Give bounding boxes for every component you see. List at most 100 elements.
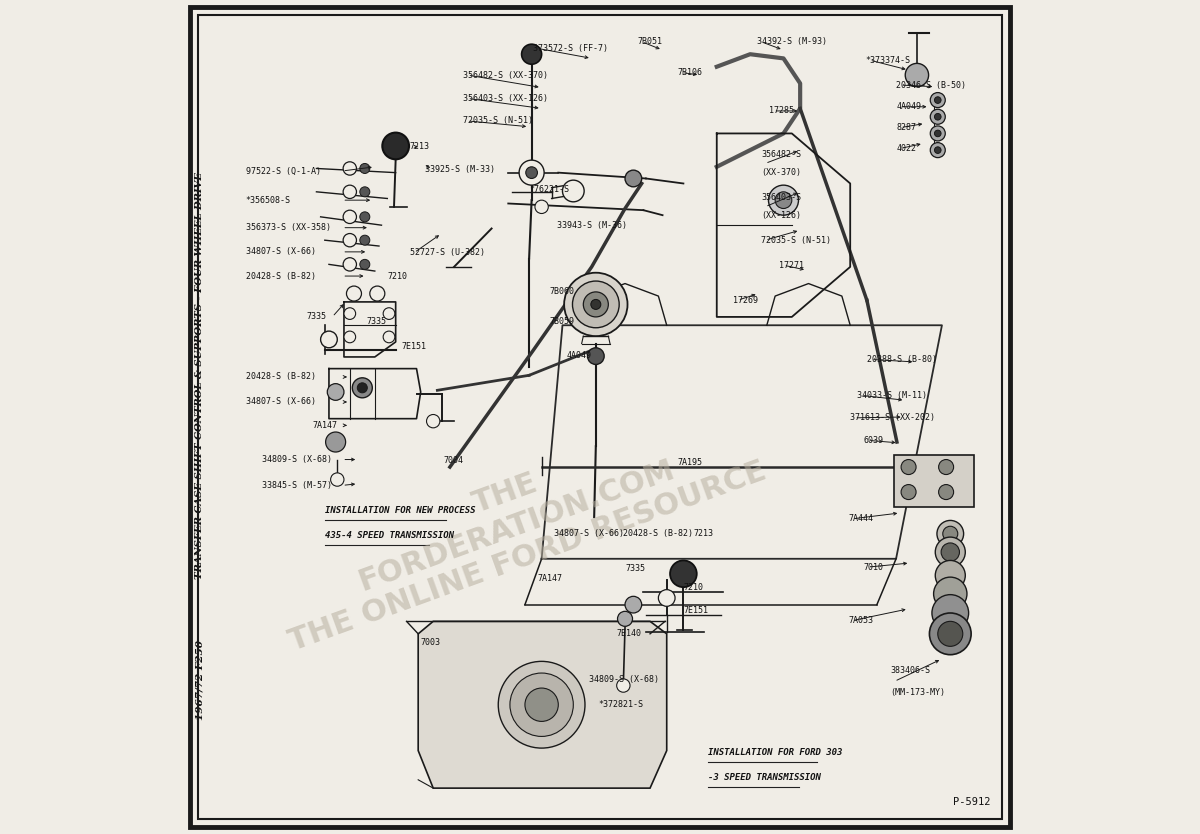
Circle shape <box>564 273 628 336</box>
Circle shape <box>935 147 941 153</box>
Circle shape <box>522 44 541 64</box>
Circle shape <box>325 432 346 452</box>
Text: THE
FORDERATION.COM
THE ONLINE FORD RESOURCE: THE FORDERATION.COM THE ONLINE FORD RESO… <box>263 394 770 657</box>
Circle shape <box>935 113 941 120</box>
Circle shape <box>344 331 355 343</box>
Text: 1967/72 F250: 1967/72 F250 <box>196 640 204 720</box>
Circle shape <box>347 286 361 301</box>
Text: 4A049: 4A049 <box>566 351 592 359</box>
Text: 356373-S (XX-358): 356373-S (XX-358) <box>246 224 330 232</box>
Circle shape <box>344 308 355 319</box>
Text: 8287: 8287 <box>896 123 916 132</box>
Text: *356508-S: *356508-S <box>246 196 290 204</box>
Circle shape <box>343 210 356 224</box>
Circle shape <box>618 611 632 626</box>
Circle shape <box>930 613 971 655</box>
Text: 17269: 17269 <box>733 296 758 304</box>
Text: 34033-S (M-11): 34033-S (M-11) <box>857 391 926 399</box>
Text: 20428-S (B-82): 20428-S (B-82) <box>246 272 316 280</box>
Circle shape <box>343 185 356 198</box>
Text: 6039: 6039 <box>864 436 883 445</box>
Circle shape <box>901 485 916 500</box>
Circle shape <box>343 162 356 175</box>
Circle shape <box>934 577 967 610</box>
Text: 7E151: 7E151 <box>684 606 708 615</box>
Circle shape <box>383 133 409 159</box>
Circle shape <box>370 286 385 301</box>
Circle shape <box>383 331 395 343</box>
Text: 34392-S (M-93): 34392-S (M-93) <box>757 38 827 46</box>
Text: -3 SPEED TRANSMISSION: -3 SPEED TRANSMISSION <box>708 773 821 781</box>
Text: TRANSFER CASE SHIFT CONTROL & SUPPORTS - FOUR WHEEL DRIVE: TRANSFER CASE SHIFT CONTROL & SUPPORTS -… <box>196 172 204 579</box>
Text: 4022: 4022 <box>896 144 916 153</box>
Circle shape <box>930 93 946 108</box>
Circle shape <box>937 520 964 547</box>
Circle shape <box>901 460 916 475</box>
Text: 7335: 7335 <box>306 313 326 321</box>
Circle shape <box>360 235 370 245</box>
Text: 17271: 17271 <box>779 261 804 269</box>
Circle shape <box>583 292 608 317</box>
Text: 34809-S (X-68): 34809-S (X-68) <box>263 455 332 464</box>
Text: 356482-S (XX-370): 356482-S (XX-370) <box>463 71 548 79</box>
Text: 7210: 7210 <box>684 583 703 591</box>
Text: 356482-S: 356482-S <box>761 150 800 158</box>
Circle shape <box>938 485 954 500</box>
Circle shape <box>659 590 676 606</box>
Text: INSTALLATION FOR FORD 303: INSTALLATION FOR FORD 303 <box>708 748 842 756</box>
Text: 7A444: 7A444 <box>848 515 874 523</box>
Circle shape <box>524 688 558 721</box>
Circle shape <box>572 281 619 328</box>
Text: 7210: 7210 <box>388 272 407 280</box>
Text: 7E151: 7E151 <box>402 342 426 350</box>
Text: 20388-S (B-80): 20388-S (B-80) <box>866 355 937 364</box>
Circle shape <box>360 212 370 222</box>
Text: 34807-S (X-66): 34807-S (X-66) <box>554 530 624 538</box>
Text: 20346-S (B-50): 20346-S (B-50) <box>896 81 966 89</box>
Circle shape <box>360 187 370 197</box>
Polygon shape <box>894 455 973 507</box>
Circle shape <box>935 537 965 567</box>
Circle shape <box>935 97 941 103</box>
Circle shape <box>941 543 960 561</box>
Circle shape <box>935 560 965 590</box>
Text: 7A147: 7A147 <box>312 421 337 430</box>
Text: 17285: 17285 <box>769 107 794 115</box>
Text: 7A147: 7A147 <box>538 575 563 583</box>
Circle shape <box>625 170 642 187</box>
Text: 356403-S (XX-126): 356403-S (XX-126) <box>463 94 548 103</box>
Text: (XX-370): (XX-370) <box>761 168 800 177</box>
Circle shape <box>510 673 574 736</box>
Text: (MM-173-MY): (MM-173-MY) <box>890 688 946 696</box>
Text: 7A195: 7A195 <box>678 459 702 467</box>
Circle shape <box>935 130 941 137</box>
Circle shape <box>588 348 604 364</box>
Text: 33845-S (M-57): 33845-S (M-57) <box>263 481 332 490</box>
Circle shape <box>320 331 337 348</box>
Text: 33925-S (M-33): 33925-S (M-33) <box>425 165 494 173</box>
Text: INSTALLATION FOR NEW PROCESS: INSTALLATION FOR NEW PROCESS <box>325 506 475 515</box>
Text: 33943-S (M-36): 33943-S (M-36) <box>557 221 626 229</box>
Text: *372821-S: *372821-S <box>599 701 643 709</box>
Text: 34807-S (X-66): 34807-S (X-66) <box>246 398 316 406</box>
Circle shape <box>360 259 370 269</box>
Text: 383406-S: 383406-S <box>890 666 930 675</box>
Text: 52727-S (U-382): 52727-S (U-382) <box>410 249 485 257</box>
Circle shape <box>426 414 440 428</box>
Circle shape <box>343 258 356 271</box>
Polygon shape <box>418 621 667 788</box>
Circle shape <box>360 163 370 173</box>
Circle shape <box>353 378 372 398</box>
Text: P-5912: P-5912 <box>953 797 990 807</box>
Text: 7003: 7003 <box>421 638 440 646</box>
Text: (XX-126): (XX-126) <box>761 211 800 219</box>
Text: 7010: 7010 <box>864 563 883 571</box>
Text: 72035-S (N-51): 72035-S (N-51) <box>463 117 533 125</box>
Circle shape <box>520 160 544 185</box>
Text: 371613-S (XX-202): 371613-S (XX-202) <box>850 414 935 422</box>
Circle shape <box>590 299 601 309</box>
Circle shape <box>670 560 697 587</box>
Text: 7B051: 7B051 <box>637 38 662 46</box>
Circle shape <box>937 621 962 646</box>
Text: 356403-S: 356403-S <box>761 193 800 202</box>
